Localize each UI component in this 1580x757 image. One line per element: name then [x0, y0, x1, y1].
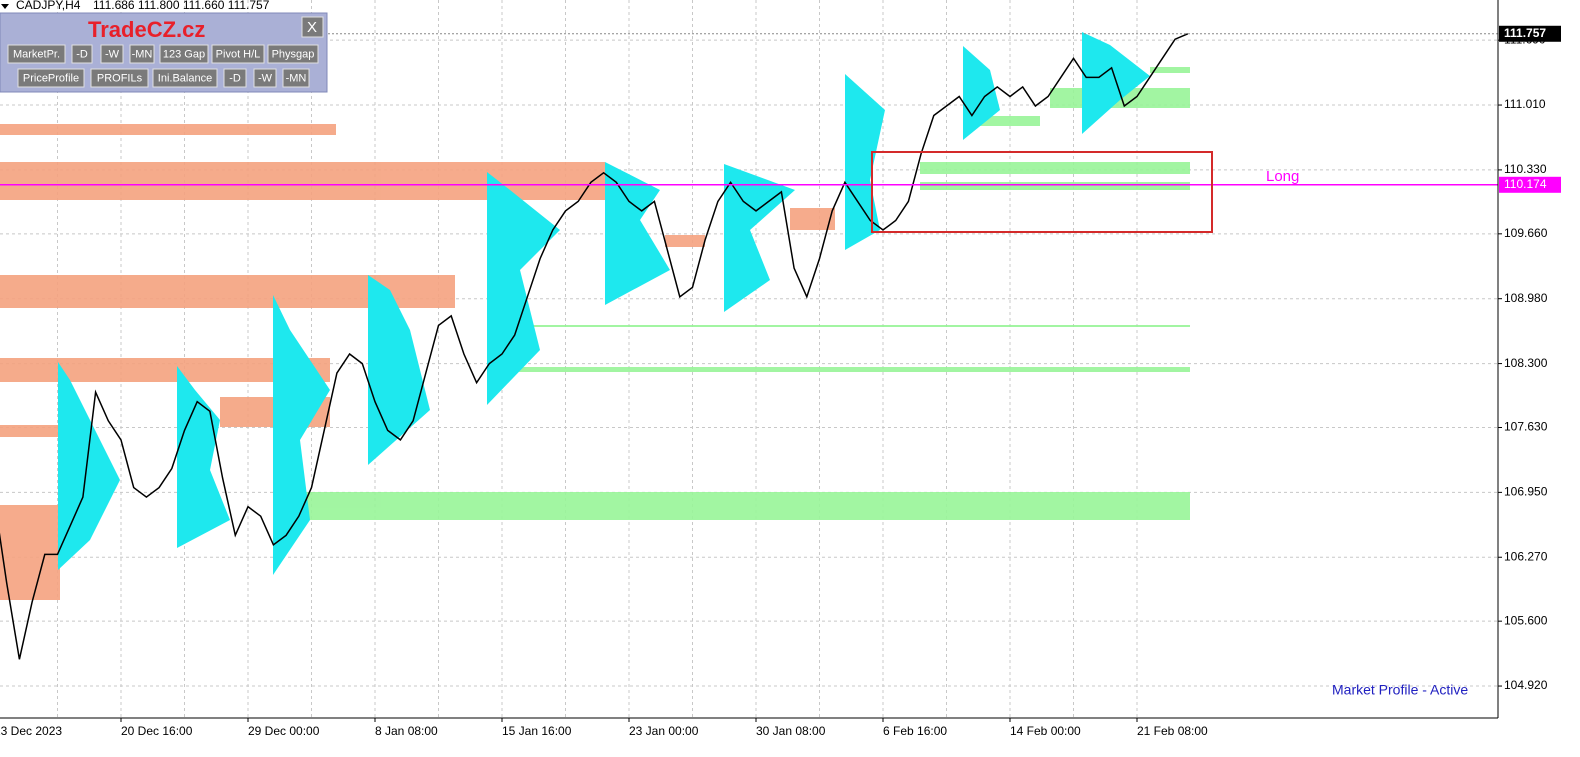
button[interactable]: -D — [71, 44, 93, 64]
x-tick-label: 23 Jan 00:00 — [629, 724, 699, 738]
zone — [665, 235, 705, 247]
button-bg[interactable] — [100, 44, 124, 64]
button-bg[interactable] — [267, 44, 319, 64]
button-bg[interactable] — [129, 44, 155, 64]
button-label[interactable]: -W — [105, 48, 120, 60]
profile — [177, 366, 230, 548]
y-tick-label: 104.920 — [1504, 678, 1548, 692]
button[interactable]: PriceProfile — [17, 68, 85, 88]
profile — [487, 172, 560, 405]
button-label[interactable]: 123 Gap — [163, 48, 205, 60]
y-tick-label: 107.630 — [1504, 420, 1548, 434]
x-tick-label: 20 Dec 16:00 — [121, 724, 193, 738]
menu-arrow[interactable] — [1, 4, 9, 9]
level-label: 110.174 — [1504, 177, 1547, 191]
close-bg[interactable] — [301, 16, 324, 38]
button-label[interactable]: -MN — [132, 48, 153, 60]
profile — [963, 46, 1000, 140]
x-tick-label: 15 Jan 16:00 — [502, 724, 572, 738]
zone — [300, 492, 1190, 520]
button-bg[interactable] — [253, 68, 277, 88]
button-bg[interactable] — [90, 68, 149, 88]
quote: 111.686 111.800 111.660 111.757 — [93, 0, 270, 12]
button-label[interactable]: Pivot H/L — [216, 48, 261, 60]
x-tick-label: 30 Jan 08:00 — [756, 724, 826, 738]
profile — [273, 295, 330, 575]
zone — [0, 124, 336, 135]
button-label[interactable]: -D — [229, 72, 241, 84]
button[interactable]: Ini.Balance — [152, 68, 218, 88]
button[interactable]: -MN — [129, 44, 155, 64]
y-tick-label: 105.600 — [1504, 613, 1548, 627]
y-tick-label: 106.950 — [1504, 485, 1548, 499]
zone — [0, 425, 60, 437]
y-tick-label: 106.270 — [1504, 549, 1548, 563]
price-line — [0, 33, 1189, 660]
symbol: CADJPY,H4 — [16, 0, 81, 12]
button[interactable]: -MN — [282, 68, 310, 88]
zone — [1150, 67, 1190, 73]
button[interactable]: -W — [253, 68, 277, 88]
button[interactable]: PROFILs — [90, 68, 149, 88]
x-tick-label: 29 Dec 00:00 — [248, 724, 320, 738]
x-tick-label: 21 Feb 08:00 — [1137, 724, 1208, 738]
x-tick-label: 6 Feb 16:00 — [883, 724, 947, 738]
axis-labels: 104.920 105.600 106.270 106.950 107.630 108.3… — [0, 25, 1561, 738]
button-label[interactable]: Physgap — [272, 48, 315, 60]
highlight-box — [871, 151, 1213, 233]
profile — [724, 164, 795, 312]
button[interactable]: MarketPr. — [7, 44, 66, 64]
last-price-label: 111.757 — [1504, 26, 1546, 40]
button-bg[interactable] — [211, 44, 265, 64]
button-bg[interactable] — [223, 68, 247, 88]
y-tick-label: 108.300 — [1504, 356, 1548, 370]
button-label[interactable]: -MN — [286, 72, 307, 84]
button[interactable]: -W — [100, 44, 124, 64]
button-label[interactable]: Ini.Balance — [158, 72, 212, 84]
button-bg[interactable] — [152, 68, 218, 88]
x-tick-label: 13 Dec 2023 — [0, 724, 62, 738]
zone — [980, 116, 1040, 126]
button-label[interactable]: MarketPr. — [13, 48, 60, 60]
button-bg[interactable] — [71, 44, 93, 64]
zone — [510, 325, 1190, 327]
level-tag — [1499, 176, 1561, 193]
profile — [605, 162, 670, 305]
button-label[interactable]: PROFILs — [97, 72, 143, 84]
close-label[interactable]: X — [307, 19, 317, 36]
y-tick-label: 109.660 — [1504, 226, 1548, 240]
zone — [510, 367, 1190, 372]
button-label[interactable]: PriceProfile — [23, 72, 79, 84]
x-tick-label: 8 Jan 08:00 — [375, 724, 438, 738]
button-bg[interactable] — [282, 68, 310, 88]
zone — [920, 182, 1190, 190]
button-bg[interactable] — [7, 44, 66, 64]
y-tick-label: 111.010 — [1504, 97, 1546, 111]
last-price-tag — [1499, 25, 1561, 42]
button-bg[interactable] — [17, 68, 85, 88]
x-tick-label: 14 Feb 00:00 — [1010, 724, 1081, 738]
zone — [920, 162, 1190, 174]
button[interactable]: -D — [223, 68, 247, 88]
level-name: Long — [1266, 168, 1299, 185]
button[interactable]: Physgap — [267, 44, 319, 64]
button-label[interactable]: -W — [258, 72, 273, 84]
button-bg[interactable] — [159, 44, 209, 64]
button[interactable]: Pivot H/L — [211, 44, 265, 64]
y-tick-label: 108.980 — [1504, 291, 1548, 305]
status: Market Profile - Active — [1332, 682, 1468, 698]
grid — [0, 0, 1498, 718]
y-tick-label: 110.330 — [1504, 162, 1547, 176]
panel: TradeCZ.cz X MarketPr. -D -W -MN 123 Gap Pivo… — [0, 12, 328, 93]
brand: TradeCZ.cz — [88, 17, 205, 42]
zone — [0, 505, 60, 600]
zone — [790, 208, 835, 230]
close-button[interactable]: X — [301, 16, 324, 38]
button-label[interactable]: -D — [76, 48, 88, 60]
profile — [845, 74, 885, 250]
button[interactable]: 123 Gap — [159, 44, 209, 64]
